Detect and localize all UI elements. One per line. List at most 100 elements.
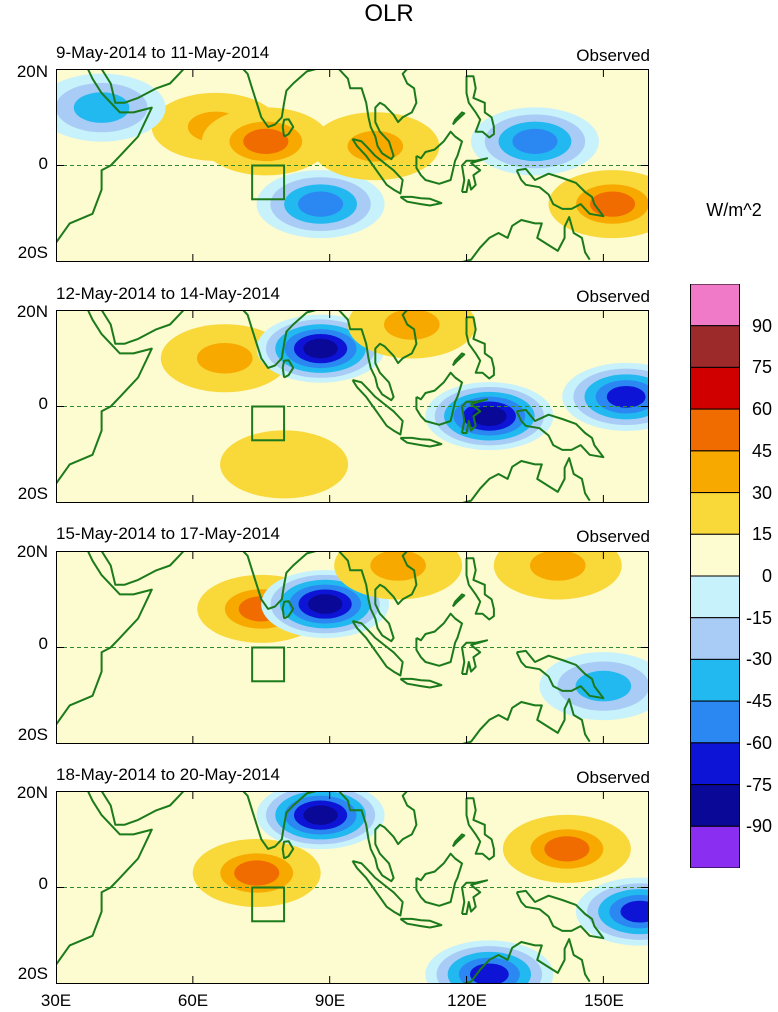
panel-date-range: 9-May-2014 to 11-May-2014 [56,43,270,62]
coastline [351,620,404,677]
region-box [251,405,286,442]
olr-map [56,69,649,262]
anomaly-region [303,338,338,359]
panel-date-range: 18-May-2014 to 20-May-2014 [56,765,280,784]
coastline [399,436,443,448]
colorbar-tick-label: -75 [745,774,772,795]
panel-observed-label: Observed [576,46,650,65]
colorbar-swatch [690,533,740,577]
anomaly-region [347,130,404,162]
coastline [338,69,418,161]
colorbar-swatch [690,825,740,868]
colorbar-swatch [690,617,740,660]
coastline [224,551,317,610]
coastline [224,69,317,128]
anomaly-region [234,860,280,886]
lat-label-20s: 20S [17,964,48,983]
colorbar-units: W/m^2 [706,200,762,220]
coastline [458,938,591,984]
anomaly-region [370,551,426,581]
map-field [56,310,649,503]
anomaly-region [620,900,649,923]
map-panel-4: 18-May-2014 to 20-May-2014 Observed 20N … [0,0,778,984]
colorbar-tick-label: -45 [745,691,772,712]
colorbar-swatch [690,784,740,827]
coastline [351,138,404,195]
anomaly-region [589,191,636,217]
coastline [100,310,185,345]
coastline [515,889,605,940]
coastline [515,167,605,218]
coastline [415,371,463,426]
lat-label-20s: 20S [17,243,48,262]
coastline [281,359,295,379]
lon-label-90e: 90E [314,991,346,1010]
lat-label-20n: 20N [16,62,48,81]
lon-label-30e: 30E [40,991,72,1010]
panel-observed-label: Observed [576,527,650,546]
map-panel-1: 9-May-2014 to 11-May-2014 Observed 20N 0… [0,0,778,262]
colorbar-tick-label: 0 [761,566,772,586]
lat-label-20n: 20N [16,542,48,561]
anomaly-region [575,670,632,702]
coastline [100,551,185,586]
coastline [461,157,489,193]
coastline [56,551,153,726]
lat-label-0: 0 [38,874,48,893]
coastline [56,310,153,485]
colorbar-swatch [690,366,740,410]
map-panel-3: 15-May-2014 to 17-May-2014 Observed 20N … [0,0,778,744]
map-panel-2: 12-May-2014 to 14-May-2014 Observed 20N … [0,0,778,503]
anomaly-region [384,310,440,340]
coastline [451,111,466,126]
coastline [451,833,466,848]
lat-label-0: 0 [38,154,48,173]
coastline [465,557,495,621]
colorbar-tick-label: -60 [745,732,772,753]
colorbar-tick-label: 90 [751,315,772,336]
coastline [399,195,443,207]
lat-label-20n: 20N [16,783,48,802]
coastline [515,408,605,459]
coastline [399,677,443,689]
coastline [465,797,495,861]
coastline [338,791,418,883]
coastline [415,612,463,667]
map-field [56,791,649,984]
coastline [224,310,317,369]
colorbar-tick-label: 45 [751,440,772,461]
map-field [56,69,649,262]
coastline [451,593,466,608]
anomaly-region [606,385,646,408]
colorbar-tick-label: 60 [751,399,772,420]
map-field [56,551,649,744]
colorbar-swatch [690,700,740,744]
lat-label-0: 0 [38,394,48,413]
figure-title: OLR [364,0,414,27]
olr-map [56,551,649,744]
colorbar [690,284,740,868]
region-box [251,164,286,201]
coastline [415,852,463,907]
panel-date-range: 15-May-2014 to 17-May-2014 [56,524,280,543]
coastline [100,69,185,104]
coastline [415,130,463,185]
coastline [281,600,295,620]
coastline [56,791,153,966]
anomaly-region [297,191,344,217]
anomaly-region [529,551,586,581]
anomaly-region [544,836,590,862]
anomaly-region [469,963,509,984]
anomaly-region [243,128,289,154]
lon-label-60e: 60E [177,991,209,1010]
coastline [338,310,418,402]
coastline [56,69,153,244]
coastline [338,551,418,643]
lat-label-0: 0 [38,634,48,653]
colorbar-tick-label: -30 [745,649,772,670]
coastline [224,791,317,850]
coastline [461,879,489,915]
olr-map [56,310,649,503]
coastline [281,840,295,860]
coastline [351,860,404,917]
